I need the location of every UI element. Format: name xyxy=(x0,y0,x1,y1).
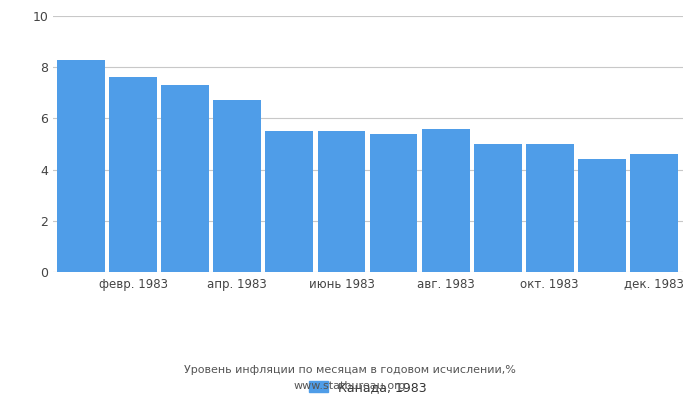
Bar xyxy=(57,60,105,272)
Bar xyxy=(630,154,678,272)
Bar xyxy=(214,100,261,272)
Bar xyxy=(526,144,574,272)
Bar xyxy=(370,134,417,272)
Text: www.statbureau.org: www.statbureau.org xyxy=(294,381,406,391)
Bar xyxy=(474,144,522,272)
Bar xyxy=(161,85,209,272)
Legend: Канада, 1983: Канада, 1983 xyxy=(304,376,431,399)
Bar xyxy=(265,131,314,272)
Bar xyxy=(578,159,626,272)
Bar xyxy=(109,78,158,272)
Bar xyxy=(318,131,365,272)
Bar xyxy=(421,129,470,272)
Text: Уровень инфляции по месяцам в годовом исчислении,%: Уровень инфляции по месяцам в годовом ис… xyxy=(184,365,516,375)
